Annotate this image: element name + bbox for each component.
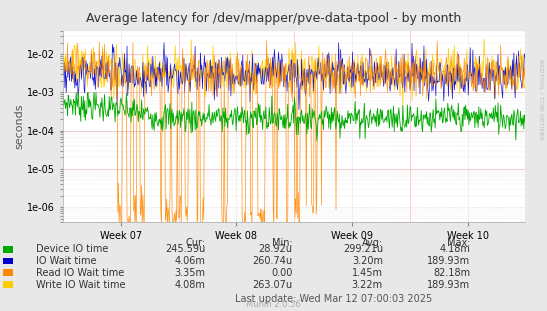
Text: IO Wait time: IO Wait time	[36, 256, 96, 266]
Text: 260.74u: 260.74u	[253, 256, 293, 266]
Text: RRDTOOL / TOBI OETIKER: RRDTOOL / TOBI OETIKER	[538, 59, 543, 140]
Text: 4.18m: 4.18m	[440, 244, 470, 254]
Text: Munin 2.0.56: Munin 2.0.56	[246, 300, 301, 309]
Text: Read IO Wait time: Read IO Wait time	[36, 268, 124, 278]
Text: Max:: Max:	[447, 238, 470, 248]
Text: 299.21u: 299.21u	[343, 244, 383, 254]
Text: 1.45m: 1.45m	[352, 268, 383, 278]
Text: Avg:: Avg:	[362, 238, 383, 248]
Text: 245.59u: 245.59u	[165, 244, 205, 254]
Text: 0.00: 0.00	[271, 268, 293, 278]
Text: 3.35m: 3.35m	[174, 268, 205, 278]
Text: Device IO time: Device IO time	[36, 244, 108, 254]
Text: Last update: Wed Mar 12 07:00:03 2025: Last update: Wed Mar 12 07:00:03 2025	[235, 294, 432, 304]
Text: Average latency for /dev/mapper/pve-data-tpool - by month: Average latency for /dev/mapper/pve-data…	[86, 12, 461, 26]
Text: 189.93m: 189.93m	[427, 256, 470, 266]
Text: 4.06m: 4.06m	[174, 256, 205, 266]
Text: Min:: Min:	[272, 238, 293, 248]
Text: 189.93m: 189.93m	[427, 280, 470, 290]
Text: 82.18m: 82.18m	[433, 268, 470, 278]
Text: 263.07u: 263.07u	[253, 280, 293, 290]
Text: 3.22m: 3.22m	[352, 280, 383, 290]
Text: 3.20m: 3.20m	[352, 256, 383, 266]
Text: 28.92u: 28.92u	[259, 244, 293, 254]
Text: 4.08m: 4.08m	[174, 280, 205, 290]
Text: Cur:: Cur:	[185, 238, 205, 248]
Y-axis label: seconds: seconds	[14, 104, 25, 150]
Text: Write IO Wait time: Write IO Wait time	[36, 280, 125, 290]
